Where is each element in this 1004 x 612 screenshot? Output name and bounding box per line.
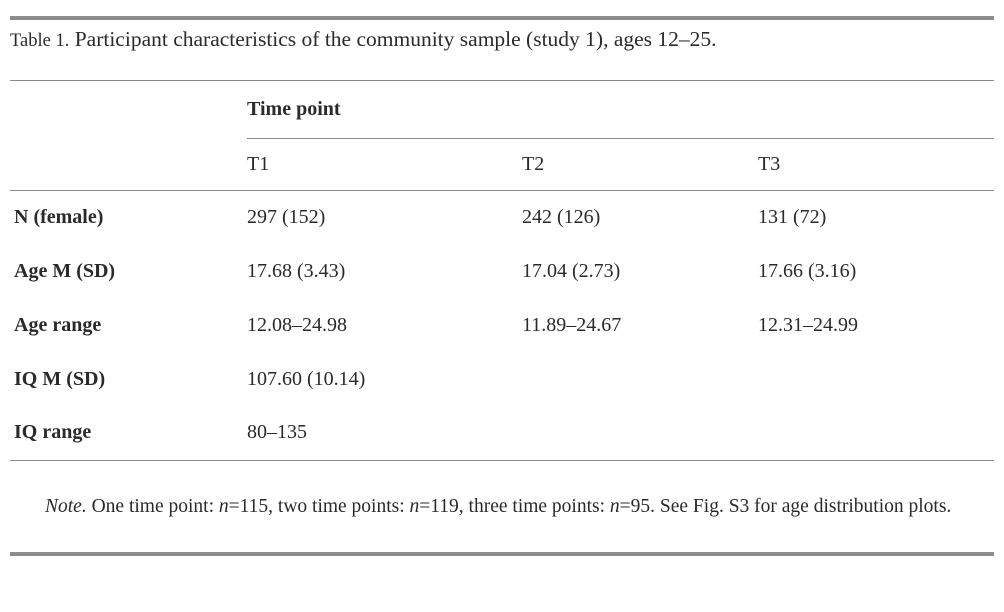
- empty-stub-cell: [10, 138, 247, 191]
- table-cell: 12.08–24.98: [247, 313, 347, 336]
- note-italic-segment: Note.: [45, 495, 87, 517]
- table-row: Age M (SD) 17.68 (3.43) 17.04 (2.73) 17.66 …: [10, 244, 994, 298]
- row-label: Age range: [14, 313, 102, 336]
- table-cell: 80–135: [247, 406, 522, 461]
- column-header-t2: T2: [522, 138, 758, 191]
- table-row: IQ M (SD) 107.60 (10.14): [10, 352, 994, 406]
- table-cell: 297 (152): [247, 205, 326, 228]
- group-header-row: Time point: [10, 81, 995, 139]
- column-header-t3: T3: [758, 138, 995, 191]
- table-cell: [522, 352, 758, 406]
- table-head: Time point T1 T2 T3: [10, 81, 995, 191]
- table-cell: [758, 406, 995, 461]
- table-cell: 12.31–24.99: [758, 313, 858, 336]
- column-header-row: T1 T2 T3: [10, 138, 995, 191]
- empty-stub-cell: [10, 81, 247, 138]
- group-header-cell: Time point: [247, 81, 995, 139]
- table-row: N (female) 297 (152) 242 (126) 131 (72): [10, 190, 994, 244]
- note-italic-segment: n: [218, 495, 229, 517]
- table-cell: 107.60 (10.14): [247, 367, 366, 390]
- table-cell: 17.66 (3.16): [758, 259, 857, 282]
- note-segment: =95. See Fig. S3 for age distribution pl…: [619, 495, 952, 517]
- bottom-rule: [10, 551, 994, 556]
- table-cell: [758, 352, 994, 406]
- table-row: IQ range 80–135: [10, 406, 995, 461]
- table-caption-label: Table 1.: [10, 31, 70, 51]
- table-cell: 11.89–24.67: [522, 313, 622, 336]
- note-text: Note. One time point: n=115, two time po…: [33, 488, 963, 525]
- table-cell: 131 (72): [758, 205, 827, 228]
- table-cell: 17.68 (3.43): [247, 259, 346, 282]
- note-segment: =115, two time points:: [228, 495, 410, 517]
- note-segment: =119, three time points:: [419, 495, 610, 517]
- note-italic-segment: n: [609, 495, 620, 517]
- row-label: IQ range: [10, 406, 247, 461]
- table-body: N (female) 297 (152) 242 (126) 131 (72) Age …: [10, 190, 995, 461]
- table-cell: 242 (126): [522, 205, 601, 228]
- note-italic-segment: n: [409, 495, 420, 517]
- rule-under-caption: [10, 80, 994, 81]
- table-cell: 17.04 (2.73): [522, 259, 621, 282]
- note-segment: One time point:: [86, 495, 219, 517]
- table-caption: Table 1. Participant characteristics of …: [10, 26, 994, 52]
- table-row: Age range 12.08–24.98 11.89–24.67 12.31–24.…: [10, 298, 994, 352]
- table-cell: [522, 406, 758, 461]
- table-caption-text: Participant characteristics of the commu…: [69, 27, 717, 51]
- participant-table: Time point T1 T2 T3 N (female) 297 (152) 2…: [10, 81, 995, 461]
- top-rule: [10, 16, 994, 20]
- column-header-t1: T1: [247, 138, 522, 191]
- row-label: N (female): [14, 205, 104, 228]
- row-label: Age M (SD): [14, 259, 116, 282]
- row-label: IQ M (SD): [14, 367, 106, 390]
